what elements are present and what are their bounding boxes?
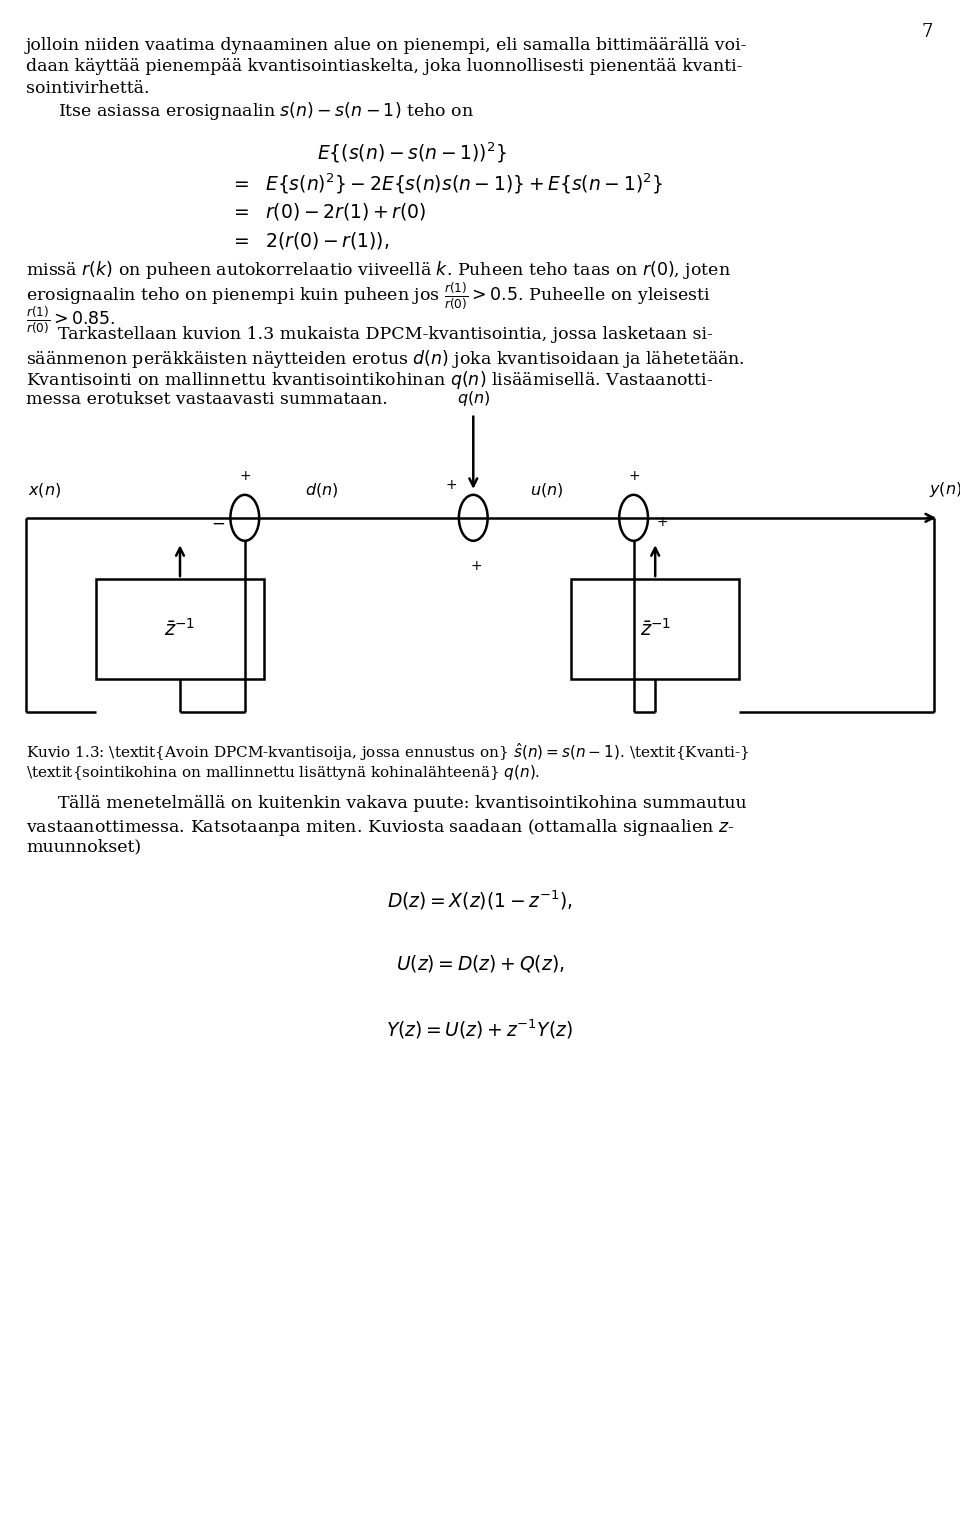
Text: Kuvio 1.3: \textit{Avoin DPCM-kvantisoija, jossa ennustus on} $\hat{s}(n) = s(n-: Kuvio 1.3: \textit{Avoin DPCM-kvantisoij… bbox=[26, 741, 750, 763]
Text: $-$: $-$ bbox=[211, 513, 226, 532]
Text: $= \ \ E\{s(n)^2\} - 2E\{s(n)s(n-1)\} + E\{s(n-1)^2\}$: $= \ \ E\{s(n)^2\} - 2E\{s(n)s(n-1)\} + … bbox=[230, 172, 663, 196]
Text: daan käyttää pienempää kvantisointiaskelta, joka luonnollisesti pienentää kvanti: daan käyttää pienempää kvantisointiaskel… bbox=[26, 58, 742, 75]
Text: $u(n)$: $u(n)$ bbox=[530, 481, 564, 499]
Text: vastaanottimessa. Katsotaanpa miten. Kuviosta saadaan (ottamalla signaalien $z$-: vastaanottimessa. Katsotaanpa miten. Kuv… bbox=[26, 817, 734, 838]
Text: $U(z) = D(z) + Q(z),$: $U(z) = D(z) + Q(z),$ bbox=[396, 953, 564, 974]
Text: messa erotukset vastaavasti summataan.: messa erotukset vastaavasti summataan. bbox=[26, 391, 388, 408]
Text: Tarkastellaan kuvion 1.3 mukaista DPCM-kvantisointia, jossa lasketaan si-: Tarkastellaan kuvion 1.3 mukaista DPCM-k… bbox=[58, 326, 712, 343]
Text: jolloin niiden vaatima dynaaminen alue on pienempi, eli samalla bittimäärällä vo: jolloin niiden vaatima dynaaminen alue o… bbox=[26, 37, 748, 54]
Text: $y(n)$: $y(n)$ bbox=[929, 481, 960, 499]
Text: 7: 7 bbox=[922, 23, 933, 41]
Text: Tällä menetelmällä on kuitenkin vakava puute: kvantisointikohina summautuu: Tällä menetelmällä on kuitenkin vakava p… bbox=[58, 795, 746, 812]
Text: sointivirhettä.: sointivirhettä. bbox=[26, 80, 150, 97]
Text: $\frac{r(1)}{r(0)} > 0.85$.: $\frac{r(1)}{r(0)} > 0.85$. bbox=[26, 305, 116, 337]
Text: muunnokset): muunnokset) bbox=[26, 838, 141, 855]
Text: säänmenon peräkkäisten näytteiden erotus $d(n)$ joka kvantisoidaan ja lähetetään: säänmenon peräkkäisten näytteiden erotus… bbox=[26, 348, 745, 369]
Text: $+$: $+$ bbox=[628, 469, 639, 483]
Text: $+$: $+$ bbox=[239, 469, 251, 483]
Text: erosignaalin teho on pienempi kuin puheen jos $\frac{r(1)}{r(0)} > 0.5$. Puheell: erosignaalin teho on pienempi kuin puhee… bbox=[26, 280, 710, 313]
Text: $+$: $+$ bbox=[656, 515, 668, 530]
Text: $Y(z) = U(z) + z^{-1}Y(z)$: $Y(z) = U(z) + z^{-1}Y(z)$ bbox=[387, 1017, 573, 1040]
Text: $\bar{z}^{-1}$: $\bar{z}^{-1}$ bbox=[164, 617, 196, 640]
Text: $\bar{z}^{-1}$: $\bar{z}^{-1}$ bbox=[639, 617, 671, 640]
Bar bbox=[571, 579, 739, 679]
Text: Itse asiassa erosignaalin $s(n) - s(n-1)$ teho on: Itse asiassa erosignaalin $s(n) - s(n-1)… bbox=[58, 101, 473, 123]
Text: \textit{sointikohina on mallinnettu lisättynä kohinalähteenä} $q(n)$.: \textit{sointikohina on mallinnettu lisä… bbox=[26, 763, 540, 781]
Text: $d(n)$: $d(n)$ bbox=[305, 481, 339, 499]
Text: $+$: $+$ bbox=[470, 559, 482, 573]
Text: $q(n)$: $q(n)$ bbox=[457, 389, 490, 408]
Text: $= \ \ 2\left(r(0) - r(1)\right),$: $= \ \ 2\left(r(0) - r(1)\right),$ bbox=[230, 230, 390, 251]
Text: $E\left\{(s(n) - s(n-1))^2\right\}$: $E\left\{(s(n) - s(n-1))^2\right\}$ bbox=[317, 141, 506, 165]
Text: missä $r(k)$ on puheen autokorrelaatio viiveellä $k$. Puheen teho taas on $r(0)$: missä $r(k)$ on puheen autokorrelaatio v… bbox=[26, 259, 731, 280]
Text: Kvantisointi on mallinnettu kvantisointikohinan $q(n)$ lisäämisellä. Vastaanotti: Kvantisointi on mallinnettu kvantisointi… bbox=[26, 369, 713, 391]
Text: $D(z) = X(z)(1 - z^{-1}),$: $D(z) = X(z)(1 - z^{-1}),$ bbox=[387, 889, 573, 912]
Bar bbox=[96, 579, 264, 679]
Text: $+$: $+$ bbox=[445, 478, 457, 492]
Text: $= \ \ r(0) - 2r(1) + r(0)$: $= \ \ r(0) - 2r(1) + r(0)$ bbox=[230, 201, 426, 222]
Text: $x(n)$: $x(n)$ bbox=[28, 481, 61, 499]
